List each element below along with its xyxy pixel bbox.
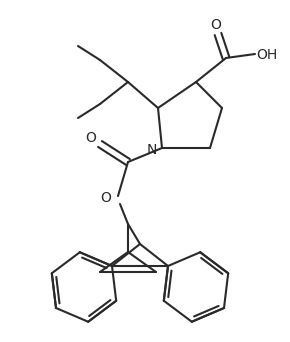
Text: N: N <box>147 143 157 157</box>
Text: OH: OH <box>256 48 278 62</box>
Text: O: O <box>101 191 111 205</box>
Text: O: O <box>211 18 222 32</box>
Text: O: O <box>86 131 97 145</box>
